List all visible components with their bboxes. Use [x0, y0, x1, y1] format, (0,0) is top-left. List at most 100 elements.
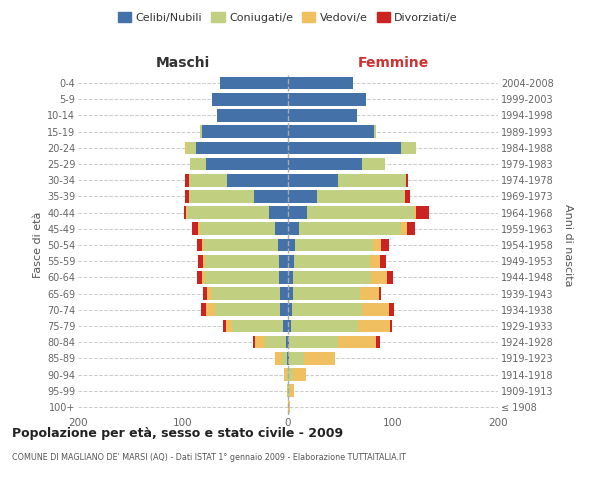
Bar — [387, 271, 393, 283]
Bar — [288, 384, 290, 397]
Bar — [187, 206, 269, 219]
Bar — [256, 336, 265, 348]
Bar — [288, 238, 295, 252]
Bar — [253, 336, 256, 348]
Bar — [389, 304, 394, 316]
Bar — [232, 320, 283, 332]
Bar — [288, 222, 299, 235]
Bar — [288, 336, 289, 348]
Bar — [361, 288, 379, 300]
Bar — [286, 336, 288, 348]
Bar — [284, 368, 287, 381]
Bar — [201, 304, 206, 316]
Bar — [223, 320, 226, 332]
Bar — [307, 206, 414, 219]
Bar — [184, 206, 186, 219]
Bar — [299, 222, 401, 235]
Bar — [295, 238, 373, 252]
Bar — [288, 320, 291, 332]
Bar — [287, 384, 288, 397]
Bar — [295, 255, 370, 268]
Bar — [304, 352, 335, 364]
Bar — [278, 271, 288, 283]
Bar — [407, 222, 415, 235]
Bar — [187, 142, 196, 154]
Bar — [254, 190, 288, 202]
Bar — [288, 174, 338, 186]
Bar — [193, 222, 198, 235]
Bar — [288, 400, 290, 413]
Bar — [289, 336, 338, 348]
Bar — [293, 288, 361, 300]
Bar — [382, 238, 389, 252]
Bar — [202, 126, 288, 138]
Bar — [288, 158, 361, 170]
Y-axis label: Fasce di età: Fasce di età — [32, 212, 43, 278]
Bar — [358, 320, 390, 332]
Bar — [374, 126, 376, 138]
Bar — [227, 174, 288, 186]
Y-axis label: Anni di nascita: Anni di nascita — [563, 204, 573, 286]
Bar — [283, 320, 288, 332]
Bar — [414, 206, 416, 219]
Bar — [265, 336, 286, 348]
Bar — [185, 190, 189, 202]
Bar — [288, 126, 374, 138]
Bar — [217, 109, 288, 122]
Bar — [275, 222, 288, 235]
Bar — [404, 190, 410, 202]
Bar — [361, 304, 389, 316]
Bar — [203, 255, 205, 268]
Bar — [196, 142, 288, 154]
Bar — [288, 190, 317, 202]
Bar — [215, 304, 280, 316]
Bar — [287, 352, 288, 364]
Text: Maschi: Maschi — [156, 56, 210, 70]
Bar — [291, 320, 358, 332]
Bar — [288, 255, 295, 268]
Bar — [370, 255, 380, 268]
Bar — [406, 174, 408, 186]
Bar — [198, 255, 203, 268]
Bar — [202, 271, 205, 283]
Bar — [200, 126, 202, 138]
Bar — [293, 271, 371, 283]
Bar — [280, 304, 288, 316]
Bar — [379, 288, 382, 300]
Bar — [401, 142, 416, 154]
Bar — [416, 206, 429, 219]
Bar — [288, 142, 401, 154]
Bar — [288, 304, 292, 316]
Bar — [205, 271, 278, 283]
Bar — [290, 384, 295, 397]
Bar — [206, 304, 215, 316]
Bar — [212, 93, 288, 106]
Bar — [277, 238, 288, 252]
Bar — [288, 271, 293, 283]
Bar — [282, 352, 287, 364]
Bar — [190, 174, 227, 186]
Bar — [212, 288, 280, 300]
Legend: Celibi/Nubili, Coniugati/e, Vedovi/e, Divorziati/e: Celibi/Nubili, Coniugati/e, Vedovi/e, Di… — [113, 8, 463, 28]
Bar — [401, 222, 407, 235]
Bar — [390, 320, 392, 332]
Bar — [269, 206, 288, 219]
Bar — [288, 93, 366, 106]
Bar — [288, 368, 293, 381]
Bar — [288, 206, 307, 219]
Bar — [185, 142, 187, 154]
Text: Femmine: Femmine — [358, 56, 428, 70]
Bar — [275, 352, 282, 364]
Bar — [338, 336, 376, 348]
Bar — [197, 238, 202, 252]
Bar — [186, 206, 187, 219]
Bar — [189, 190, 254, 202]
Bar — [288, 109, 358, 122]
Bar — [317, 190, 404, 202]
Text: COMUNE DI MAGLIANO DE' MARSI (AQ) - Dati ISTAT 1° gennaio 2009 - Elaborazione TU: COMUNE DI MAGLIANO DE' MARSI (AQ) - Dati… — [12, 452, 406, 462]
Bar — [287, 368, 288, 381]
Bar — [280, 288, 288, 300]
Bar — [198, 222, 200, 235]
Bar — [200, 222, 275, 235]
Bar — [185, 174, 189, 186]
